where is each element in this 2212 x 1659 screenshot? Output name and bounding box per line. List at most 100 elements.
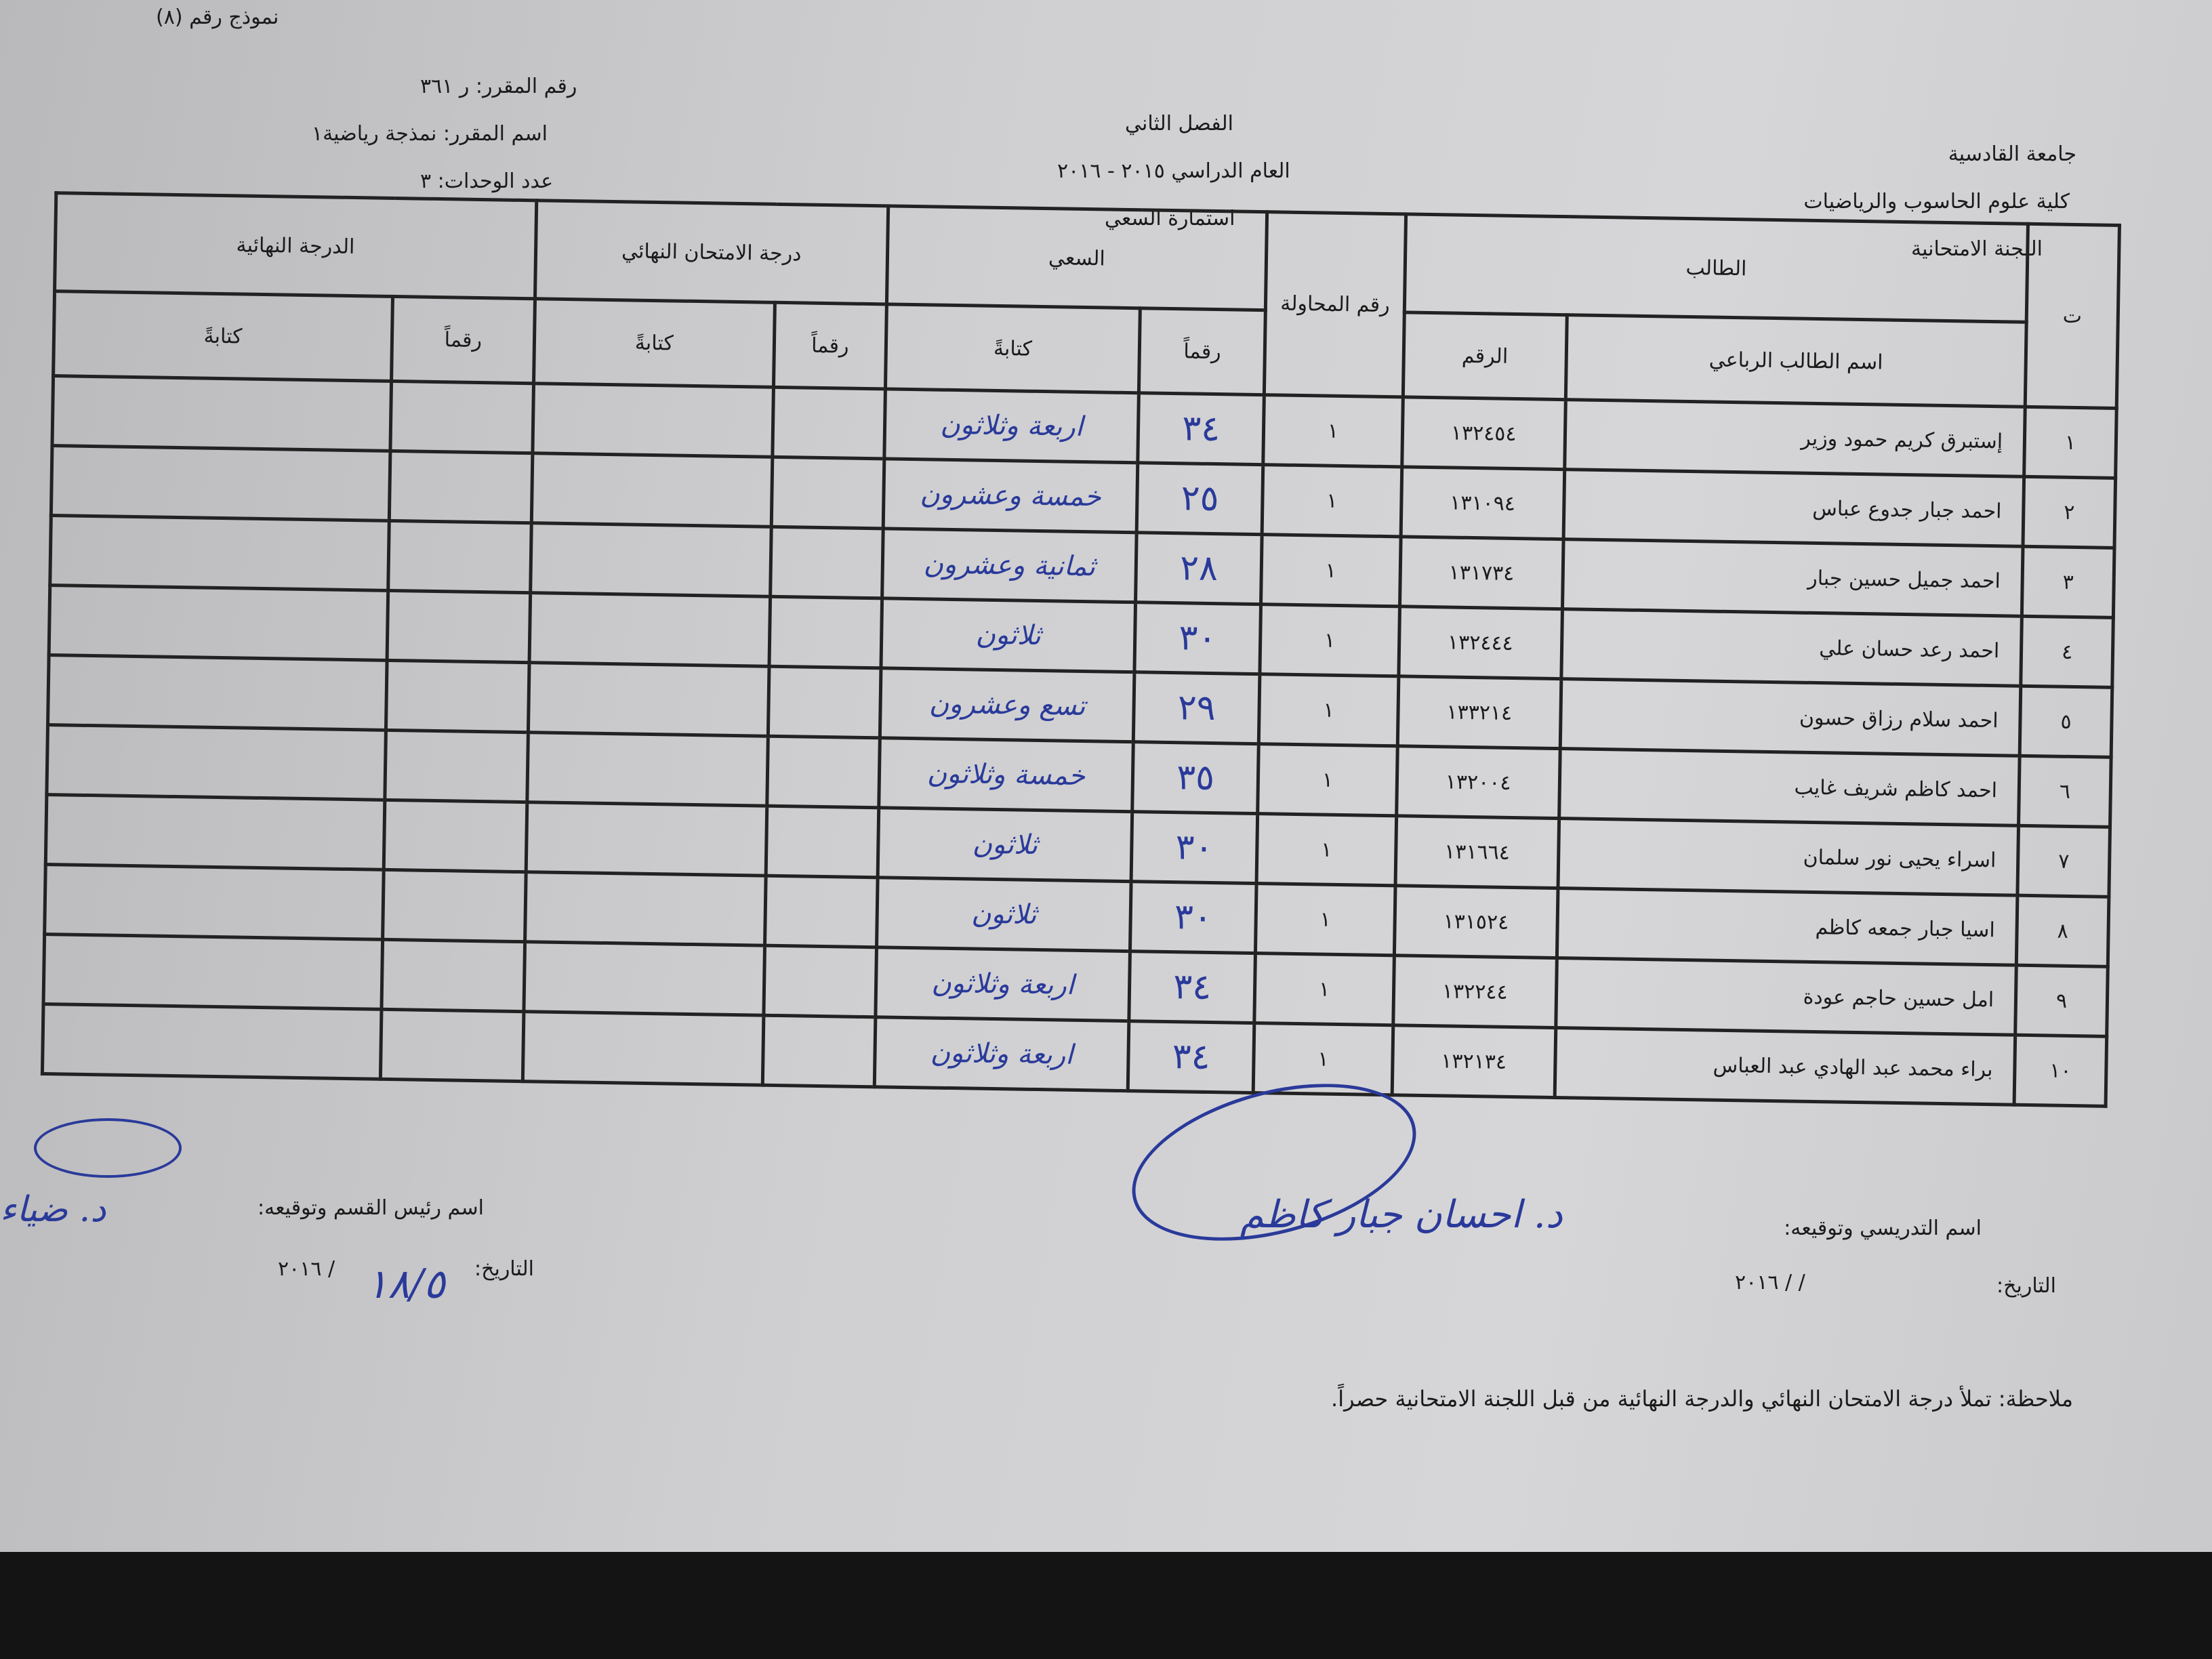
student-name: احمد رعد حسان علي	[1561, 609, 2022, 687]
exam-words	[527, 732, 769, 806]
instructor-signature-name: د. احسان جبار كاظم	[1240, 1193, 1563, 1237]
student-id: ١٣١٧٣٤	[1399, 536, 1563, 609]
coursework-words: اربعة وثلاثون	[875, 947, 1130, 1021]
attempt-number: ١	[1256, 813, 1397, 886]
course-units: عدد الوحدات: ٣	[420, 169, 554, 193]
student-name: براء محمد عبد الهادي عبد العباس	[1554, 1027, 2015, 1105]
final-words	[45, 794, 385, 870]
exam-digits	[770, 527, 884, 598]
exam-words	[529, 592, 771, 667]
instructor-date: / / ٢٠١٦	[1735, 1271, 1805, 1294]
header-final-exam: درجة الامتحان النهائي	[535, 200, 888, 304]
header-coursework-digits: رقماً	[1139, 308, 1266, 395]
final-digits	[384, 800, 527, 872]
row-seq: ٧	[2018, 825, 2110, 897]
student-id: ١٣٢٤٥٤	[1401, 396, 1565, 470]
student-id: ١٣٢٤٤٤	[1398, 606, 1563, 679]
exam-words	[530, 523, 772, 597]
header-final-words: كتابةً	[53, 291, 393, 382]
final-words	[49, 585, 388, 661]
final-words	[52, 375, 392, 451]
row-seq: ١٠	[2014, 1035, 2107, 1107]
student-id: ١٣٢١٣٤	[1392, 1025, 1556, 1098]
exam-words	[525, 872, 766, 946]
coursework-digits: ٢٨	[1135, 532, 1263, 605]
head-date: / ٢٠١٦	[278, 1257, 335, 1281]
coursework-words: ثمانية وعشرون	[882, 528, 1137, 602]
form-title: استمارة السعي	[1105, 207, 1235, 230]
student-name: إستبرق كريم حمود وزير	[1564, 399, 2026, 477]
attempt-number: ١	[1259, 604, 1400, 676]
final-words	[44, 864, 384, 940]
attempt-number: ١	[1258, 674, 1399, 746]
coursework-digits: ٣٤	[1129, 951, 1256, 1023]
header-final-digits: رقماً	[391, 296, 535, 384]
academic-year: العام الدراسي ٢٠١٥ - ٢٠١٦	[1057, 159, 1290, 183]
header-final-grade: الدرجة النهائية	[54, 192, 537, 299]
final-words	[46, 724, 386, 800]
student-name: احمد كاظم شريف غايب	[1559, 748, 2020, 826]
coursework-words: اربعة وثلاثون	[884, 388, 1139, 463]
exam-digits	[766, 806, 879, 878]
head-label: اسم رئيس القسم وتوقيعه:	[258, 1196, 484, 1220]
exam-digits	[771, 457, 884, 529]
exam-digits	[763, 945, 877, 1017]
final-words	[43, 934, 383, 1010]
note: ملاحظة: تملأ درجة الامتحان النهائي والدر…	[1331, 1386, 2073, 1412]
student-id: ١٣٣٢١٤	[1397, 676, 1561, 749]
university-name: جامعة القادسية	[1948, 142, 2076, 166]
header-student: الطالب	[1404, 213, 2028, 323]
exam-digits	[769, 596, 882, 668]
header-coursework: السعي	[886, 205, 1267, 310]
student-id: ١٣١٥٢٤	[1394, 885, 1558, 958]
coursework-digits: ٢٩	[1133, 672, 1260, 744]
course-number: رقم المقرر: ر ٣٦١	[420, 75, 577, 98]
coursework-digits: ٣٠	[1134, 602, 1261, 674]
head-signature-name: د. ضياء	[0, 1189, 106, 1230]
student-name: احمد جميل حسين جبار	[1562, 539, 2024, 617]
exam-digits	[766, 736, 880, 808]
coursework-digits: ٢٥	[1136, 462, 1263, 535]
final-words	[51, 445, 390, 521]
header-seq: ت	[2025, 224, 2120, 409]
coursework-words: تسع وعشرون	[880, 668, 1135, 742]
final-digits	[388, 520, 531, 593]
coursework-digits: ٣٠	[1130, 881, 1257, 954]
grades-table-wrapper: ت الطالب رقم المحاولة السعي درجة الامتحا…	[41, 191, 2121, 1108]
desk-background	[0, 1552, 2212, 1659]
exam-words	[523, 941, 765, 1016]
header-coursework-words: كتابةً	[885, 304, 1141, 393]
attempt-number: ١	[1263, 394, 1404, 467]
header-student-name: اسم الطالب الرباعي	[1565, 314, 2027, 407]
attempt-number: ١	[1261, 534, 1401, 607]
exam-words	[525, 802, 767, 876]
student-name: احمد سلام رزاق حسون	[1559, 678, 2021, 756]
college-name: كلية علوم الحاسوب والرياضيات	[1803, 190, 2070, 213]
coursework-words: ثلاثون	[880, 598, 1136, 672]
coursework-digits: ٣٠	[1131, 811, 1258, 884]
final-digits	[390, 381, 534, 453]
head-signature	[34, 1118, 182, 1178]
header-exam-digits: رقماً	[773, 302, 887, 389]
student-name: امل حسين حاجم عودة	[1555, 958, 2017, 1036]
coursework-words: ثلاثون	[877, 807, 1133, 882]
student-id: ١٣١٦٦٤	[1395, 815, 1559, 888]
final-words	[47, 655, 388, 731]
final-words	[42, 1004, 382, 1080]
final-words	[49, 515, 390, 591]
coursework-words: خمسة وثلاثون	[878, 737, 1134, 812]
student-id: ١٣٢٠٠٤	[1396, 745, 1560, 819]
row-seq: ٥	[2020, 686, 2112, 758]
attempt-number: ١	[1257, 743, 1398, 816]
exam-words	[531, 453, 773, 527]
final-digits	[382, 939, 525, 1012]
exam-digits	[768, 666, 881, 738]
coursework-words: ثلاثون	[876, 877, 1132, 951]
attempt-number: ١	[1262, 464, 1402, 537]
row-seq: ٤	[2020, 616, 2114, 688]
exam-words	[523, 1011, 764, 1086]
grades-table: ت الطالب رقم المحاولة السعي درجة الامتحا…	[41, 191, 2121, 1108]
student-name: اسراء يحيى نور سلمان	[1557, 818, 2019, 896]
student-id: ١٣١٠٩٤	[1400, 466, 1565, 539]
exam-digits	[772, 387, 886, 459]
